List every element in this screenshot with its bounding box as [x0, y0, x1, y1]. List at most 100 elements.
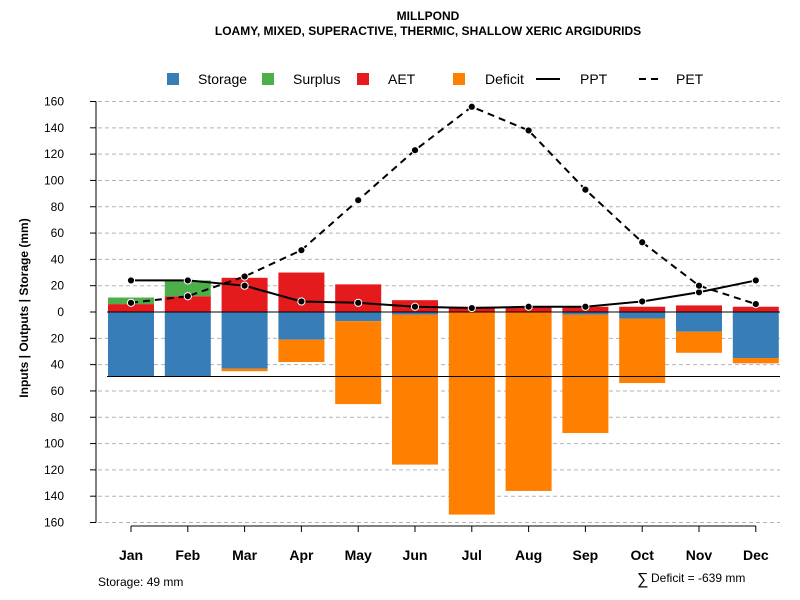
legend-label-deficit: Deficit [485, 71, 524, 87]
bar-storage [278, 312, 325, 340]
ppt-point [297, 297, 306, 306]
ppt-point [354, 298, 363, 307]
ppt-point [183, 276, 192, 285]
pet-point [694, 281, 704, 290]
axes: 160 140 120 100 80 60 40 20 0 20 40 60 80 100 120 140 16… [44, 95, 769, 564]
bar-aet [278, 272, 325, 312]
bar-storage [221, 312, 268, 369]
bar-deficit [392, 314, 438, 465]
sum-symbol: ∑ [637, 571, 648, 588]
bar-aet [732, 306, 779, 312]
bar-aet [108, 304, 154, 312]
ppt-point [126, 276, 136, 285]
ppt-line [131, 279, 757, 310]
ppt-point [638, 297, 647, 306]
bar-storage [108, 312, 154, 377]
bar-aet [335, 284, 382, 312]
x-tick-label: Jun [403, 547, 428, 563]
y-tick-label: 60 [51, 226, 65, 240]
legend-label-pet: PET [676, 71, 704, 87]
pet-point [467, 102, 476, 111]
bar-deficit [335, 321, 382, 405]
bar-storage [335, 312, 382, 322]
y-tick-label: 160 [44, 95, 64, 109]
pet-point [751, 300, 760, 309]
ppt-point [467, 303, 476, 313]
y-tick-label: 140 [44, 121, 64, 135]
y-tick-label: 120 [44, 147, 64, 161]
bar-deficit [732, 358, 779, 364]
x-tick-label: Apr [289, 547, 314, 563]
bars [107, 272, 780, 515]
y-tick-label: 40 [51, 252, 65, 266]
gridlines [98, 101, 780, 523]
ppt-point [751, 276, 760, 285]
legend-swatch-surplus [262, 73, 274, 85]
bar-storage [619, 312, 666, 319]
bar-deficit [221, 368, 268, 372]
x-tick-label: Aug [515, 547, 542, 563]
legend-swatch-deficit [453, 73, 465, 85]
x-tick-label: Sep [573, 547, 599, 563]
y-tick-label: 120 [44, 463, 64, 477]
pet-point [410, 146, 420, 155]
x-tick-label: May [345, 547, 372, 563]
bar-deficit [278, 339, 325, 362]
bar-aet [164, 296, 211, 312]
y-tick-label: 100 [44, 437, 64, 451]
legend-label-aet: AET [388, 71, 416, 87]
bar-deficit [562, 314, 609, 434]
legend: Storage Surplus AET Deficit PPT PET [167, 71, 704, 87]
pet-point [297, 246, 306, 255]
x-tick-label: Feb [175, 547, 200, 563]
pet-line [130, 105, 757, 306]
bar-storage [732, 312, 779, 359]
chart-subtitle: LOAMY, MIXED, SUPERACTIVE, THERMIC, SHAL… [215, 24, 641, 38]
ppt-point [524, 302, 533, 311]
x-tick-label: Dec [743, 547, 769, 563]
pet-point [240, 272, 249, 281]
storage-annotation: Storage: 49 mm [98, 575, 183, 589]
lines [126, 102, 760, 313]
bar-aet [676, 305, 722, 312]
ppt-point [410, 302, 420, 311]
y-tick-label: 20 [51, 279, 65, 293]
legend-swatch-aet [357, 73, 369, 85]
x-tick-label: Jul [462, 547, 482, 563]
bar-deficit [676, 331, 722, 353]
y-tick-label: 100 [44, 173, 64, 187]
bar-storage [676, 312, 722, 332]
legend-swatch-storage [167, 73, 179, 85]
chart-title: MILLPOND [397, 9, 460, 23]
y-tick-label: 60 [51, 384, 65, 398]
y-tick-label: 40 [51, 358, 65, 372]
y-tick-label: 140 [44, 489, 64, 503]
pet-point [638, 238, 647, 247]
pet-point [581, 185, 590, 194]
legend-label-ppt: PPT [580, 71, 608, 87]
bar-deficit [619, 318, 666, 384]
y-axis-label: Inputs | Outputs | Storage (mm) [17, 218, 31, 397]
pet-point [183, 292, 192, 301]
bar-surplus [164, 280, 211, 297]
ppt-point [240, 281, 249, 290]
legend-label-storage: Storage [198, 71, 247, 87]
ppt-point [581, 302, 590, 311]
pet-point [524, 126, 533, 135]
pet-point [126, 298, 136, 307]
y-tick-label: 160 [44, 516, 64, 530]
x-tick-label: Nov [686, 547, 713, 563]
bar-storage [392, 312, 438, 315]
bar-aet [619, 306, 666, 312]
x-tick-label: Oct [631, 547, 655, 563]
y-tick-label: 20 [51, 331, 65, 345]
bar-deficit [448, 312, 495, 515]
bar-storage [562, 312, 609, 315]
deficit-annotation: Deficit = -639 mm [651, 571, 745, 585]
pet-point [354, 196, 363, 205]
y-tick-label: 0 [57, 305, 64, 319]
legend-label-surplus: Surplus [293, 71, 340, 87]
x-tick-label: Jan [119, 547, 143, 563]
y-tick-label: 80 [51, 200, 65, 214]
